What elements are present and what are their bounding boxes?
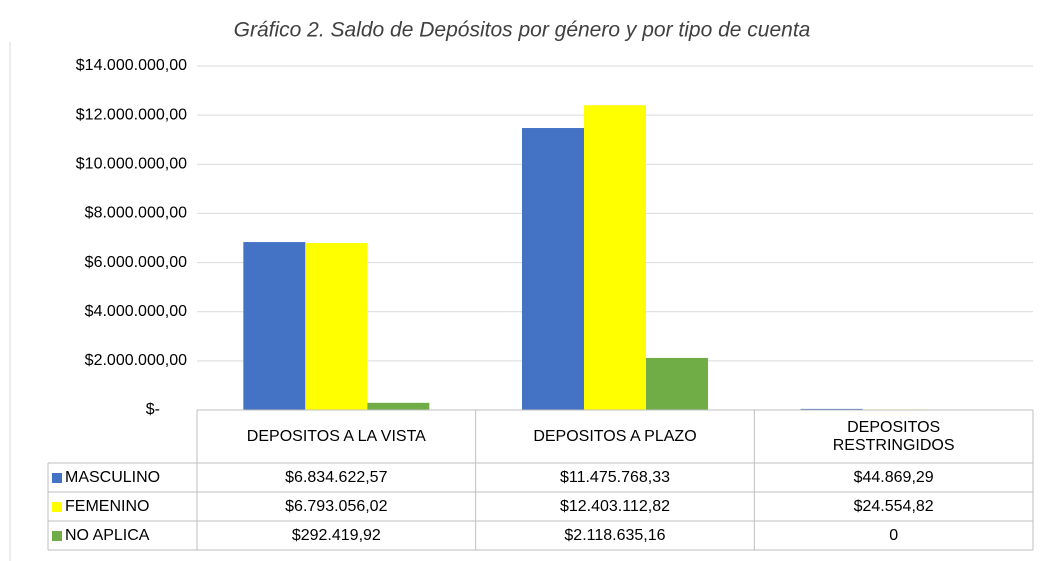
legend-entry: NO APLICA <box>48 521 197 550</box>
chart-title: Gráfico 2. Saldo de Depósitos por género… <box>234 19 811 42</box>
bar <box>367 402 430 410</box>
category-text: DEPOSITOS A LA VISTA <box>246 427 426 445</box>
table-value: $44.869,29 <box>853 468 934 486</box>
category-label: DEPOSITOS A LA VISTA <box>197 410 476 463</box>
bar <box>584 105 646 411</box>
legend-entry: MASCULINO <box>48 463 197 492</box>
table-value: $2.118.635,16 <box>564 526 666 544</box>
y-tick-label: $10.000.000,00 <box>76 156 187 173</box>
legend-swatch <box>52 472 62 483</box>
category-text: DEPOSITOS RESTRINGIDOS <box>832 418 955 454</box>
category-label: DEPOSITOS A PLAZO <box>476 410 755 463</box>
table-value: $24.554,82 <box>853 497 934 515</box>
bar <box>800 408 863 410</box>
legend-swatch <box>52 530 62 541</box>
table-value: $6.793.056,02 <box>285 497 388 515</box>
y-tick-label: $14.000.000,00 <box>76 57 187 74</box>
bar <box>243 242 306 410</box>
y-tick-label: $- <box>146 401 160 418</box>
legend-label: FEMENINO <box>65 497 150 515</box>
y-tick-label: $12.000.000,00 <box>76 106 187 123</box>
table-value: $6.834.622,57 <box>285 468 388 486</box>
bar <box>522 128 584 410</box>
table-value: 0 <box>889 526 899 544</box>
y-tick-label: $2.000.000,00 <box>85 352 187 369</box>
table-value: $12.403.112,82 <box>559 497 670 515</box>
legend-label: MASCULINO <box>65 468 161 486</box>
y-tick-label: $4.000.000,00 <box>85 303 187 320</box>
bar <box>305 243 368 410</box>
legend-label: NO APLICA <box>65 526 150 544</box>
table-value: $11.475.768,33 <box>559 468 670 486</box>
bar <box>646 357 708 410</box>
category-text: DEPOSITOS A PLAZO <box>533 427 697 445</box>
table-value: $292.419,92 <box>291 526 381 544</box>
legend-swatch <box>52 501 62 512</box>
category-label: DEPOSITOS RESTRINGIDOS <box>754 410 1033 463</box>
legend-entry: FEMENINO <box>48 492 197 521</box>
y-tick-label: $8.000.000,00 <box>85 205 187 222</box>
y-tick-label: $6.000.000,00 <box>85 254 187 271</box>
